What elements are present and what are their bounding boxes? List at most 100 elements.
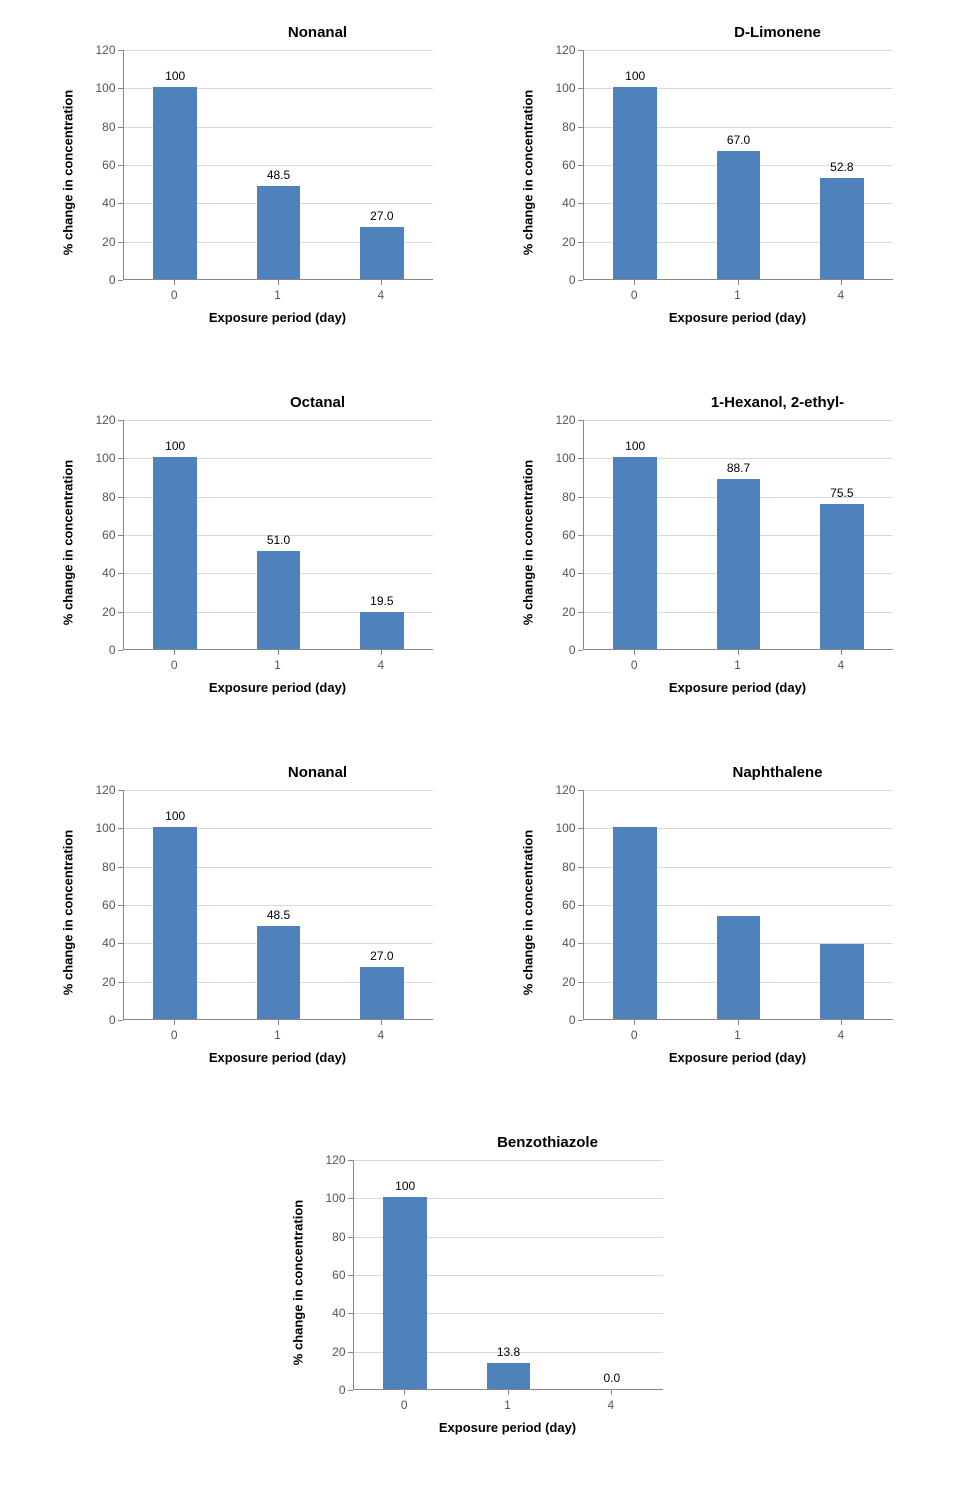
bar-value-label: 100	[165, 439, 185, 453]
bar-value-label: 88.7	[727, 461, 750, 475]
x-tick-label: 4	[837, 1028, 844, 1042]
y-tick-label: 60	[548, 158, 576, 172]
y-tick-label: 80	[318, 1230, 346, 1244]
x-tick-label: 0	[631, 1028, 638, 1042]
x-tick-label: 1	[734, 658, 741, 672]
y-tick-label: 100	[548, 451, 576, 465]
y-tick-label: 60	[88, 898, 116, 912]
y-tick-label: 60	[88, 158, 116, 172]
y-tick-label: 0	[318, 1383, 346, 1397]
y-tick-label: 0	[88, 1013, 116, 1027]
y-tick-label: 40	[88, 566, 116, 580]
y-tick-label: 60	[548, 528, 576, 542]
y-axis-title: % change in concentration	[290, 1200, 305, 1365]
y-tick-label: 20	[318, 1345, 346, 1359]
chart-title: D-Limonene	[688, 24, 868, 41]
y-tick-mark	[578, 280, 583, 281]
x-tick-mark	[278, 1020, 279, 1025]
bar	[820, 504, 863, 649]
x-tick-mark	[738, 650, 739, 655]
x-tick-label: 4	[377, 1028, 384, 1042]
y-tick-label: 0	[548, 273, 576, 287]
x-tick-mark	[381, 280, 382, 285]
x-tick-mark	[738, 1020, 739, 1025]
y-tick-label: 80	[88, 860, 116, 874]
y-tick-label: 20	[88, 235, 116, 249]
grid-line	[584, 50, 893, 51]
x-tick-label: 1	[274, 288, 281, 302]
x-tick-label: 4	[837, 658, 844, 672]
y-tick-label: 0	[548, 1013, 576, 1027]
x-tick-label: 0	[171, 288, 178, 302]
x-tick-label: 0	[401, 1398, 408, 1412]
bar	[257, 186, 300, 279]
x-tick-mark	[508, 1390, 509, 1395]
bar	[257, 551, 300, 649]
y-tick-label: 40	[548, 936, 576, 950]
y-tick-label: 0	[88, 643, 116, 657]
bar-value-label: 27.0	[370, 949, 393, 963]
x-tick-label: 1	[274, 1028, 281, 1042]
bar	[717, 479, 760, 649]
x-tick-label: 0	[171, 1028, 178, 1042]
plot-area	[583, 790, 893, 1020]
y-tick-label: 40	[88, 936, 116, 950]
x-tick-mark	[634, 280, 635, 285]
bar	[360, 967, 403, 1019]
y-tick-label: 100	[88, 81, 116, 95]
x-tick-mark	[174, 280, 175, 285]
x-tick-mark	[738, 280, 739, 285]
chart-naphthalene: Naphthalene020406080100120014Exposure pe…	[503, 760, 923, 1100]
y-axis-title: % change in concentration	[520, 460, 535, 625]
chart-nonanal-1: Nonanal02040608010012001410048.527.0Expo…	[43, 20, 463, 360]
bar-value-label: 100	[625, 69, 645, 83]
bar	[360, 227, 403, 279]
x-axis-title: Exposure period (day)	[439, 1420, 576, 1435]
bar-value-label: 0.0	[603, 1371, 620, 1385]
y-axis-title: % change in concentration	[520, 90, 535, 255]
bar-value-label: 75.5	[830, 486, 853, 500]
x-axis-title: Exposure period (day)	[669, 680, 806, 695]
x-axis-title: Exposure period (day)	[209, 310, 346, 325]
chart-benzothiazole: Benzothiazole02040608010012001410013.80.…	[273, 1130, 693, 1470]
y-tick-label: 120	[88, 43, 116, 57]
y-tick-label: 20	[548, 605, 576, 619]
y-tick-label: 80	[88, 120, 116, 134]
y-tick-label: 60	[88, 528, 116, 542]
grid-line	[584, 420, 893, 421]
chart-title: Nonanal	[228, 24, 408, 41]
y-tick-label: 120	[88, 783, 116, 797]
bar	[820, 944, 863, 1019]
y-tick-label: 40	[548, 566, 576, 580]
y-tick-label: 120	[548, 413, 576, 427]
bar	[153, 87, 196, 279]
y-tick-label: 80	[548, 490, 576, 504]
x-tick-label: 1	[734, 1028, 741, 1042]
y-tick-mark	[118, 280, 123, 281]
bar-value-label: 19.5	[370, 594, 393, 608]
x-tick-mark	[404, 1390, 405, 1395]
bar-value-label: 100	[165, 69, 185, 83]
grid-line	[354, 1160, 663, 1161]
bar	[613, 87, 656, 279]
y-tick-label: 20	[548, 235, 576, 249]
y-tick-label: 40	[548, 196, 576, 210]
y-tick-mark	[118, 650, 123, 651]
x-tick-mark	[278, 280, 279, 285]
y-tick-label: 0	[88, 273, 116, 287]
chart-grid: Nonanal02040608010012001410048.527.0Expo…	[20, 20, 945, 1470]
bar-value-label: 27.0	[370, 209, 393, 223]
grid-line	[124, 50, 433, 51]
plot-area: 10048.527.0	[123, 790, 433, 1020]
y-tick-label: 120	[548, 43, 576, 57]
x-tick-mark	[634, 1020, 635, 1025]
x-tick-mark	[841, 650, 842, 655]
y-tick-mark	[578, 650, 583, 651]
x-tick-label: 4	[607, 1398, 614, 1412]
y-tick-label: 0	[548, 643, 576, 657]
x-tick-mark	[278, 650, 279, 655]
y-tick-label: 100	[88, 451, 116, 465]
x-tick-label: 4	[377, 288, 384, 302]
y-tick-mark	[578, 1020, 583, 1021]
bar	[613, 827, 656, 1019]
